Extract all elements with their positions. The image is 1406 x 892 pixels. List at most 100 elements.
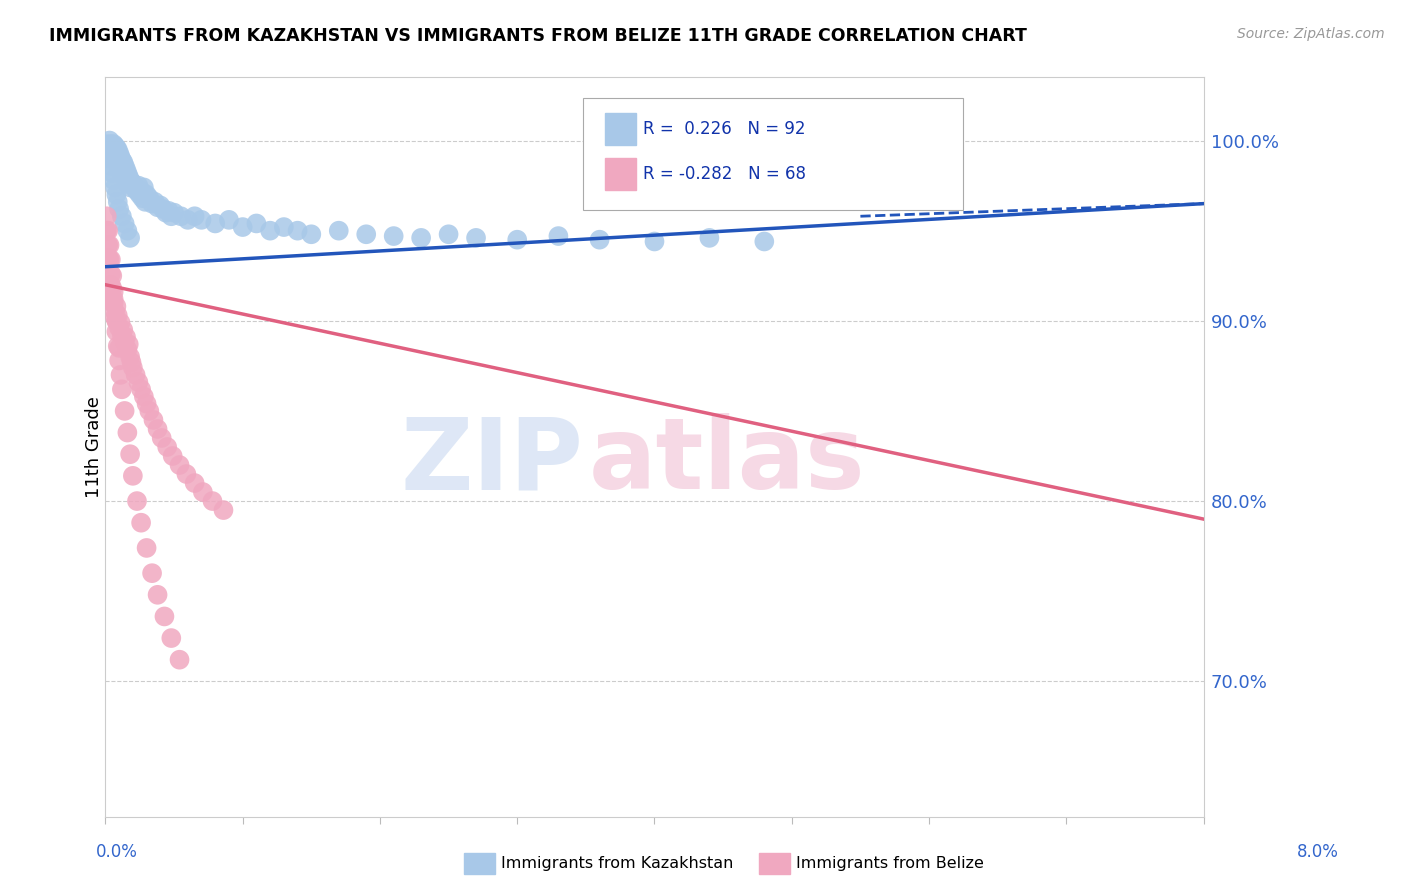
- Point: [212, 503, 235, 517]
- Point: [124, 368, 146, 382]
- Point: [162, 449, 184, 463]
- Point: [114, 217, 136, 231]
- Point: [101, 281, 124, 295]
- Point: [100, 252, 122, 267]
- Point: [120, 447, 142, 461]
- Point: [97, 251, 120, 265]
- Point: [132, 180, 155, 194]
- Point: [273, 220, 295, 235]
- Point: [107, 143, 129, 157]
- Point: [103, 145, 125, 159]
- Point: [547, 229, 569, 244]
- Point: [120, 231, 142, 245]
- Point: [287, 224, 309, 238]
- Text: Source: ZipAtlas.com: Source: ZipAtlas.com: [1237, 27, 1385, 41]
- Point: [183, 476, 205, 491]
- Point: [135, 187, 157, 202]
- Text: Immigrants from Belize: Immigrants from Belize: [796, 856, 984, 871]
- Point: [204, 217, 226, 231]
- Point: [131, 191, 153, 205]
- Point: [135, 397, 157, 411]
- Point: [105, 187, 128, 202]
- Text: IMMIGRANTS FROM KAZAKHSTAN VS IMMIGRANTS FROM BELIZE 11TH GRADE CORRELATION CHAR: IMMIGRANTS FROM KAZAKHSTAN VS IMMIGRANTS…: [49, 27, 1028, 45]
- Point: [111, 328, 134, 343]
- Point: [465, 231, 488, 245]
- Point: [111, 161, 134, 175]
- Point: [125, 494, 148, 508]
- Point: [141, 196, 163, 211]
- Text: R = -0.282   N = 68: R = -0.282 N = 68: [643, 165, 806, 183]
- Point: [107, 309, 129, 323]
- Point: [328, 224, 350, 238]
- Point: [114, 404, 136, 418]
- Point: [157, 203, 180, 218]
- Point: [105, 314, 128, 328]
- Point: [107, 194, 129, 209]
- Point: [118, 169, 141, 184]
- Point: [117, 425, 139, 440]
- Point: [156, 440, 179, 454]
- Point: [112, 166, 135, 180]
- Point: [108, 155, 131, 169]
- Point: [411, 231, 433, 245]
- Point: [110, 368, 132, 382]
- Point: [149, 198, 172, 212]
- Text: R =  0.226   N = 92: R = 0.226 N = 92: [643, 120, 806, 138]
- Point: [112, 155, 135, 169]
- Point: [259, 224, 281, 238]
- Point: [100, 137, 122, 152]
- Point: [107, 152, 129, 166]
- Point: [97, 238, 120, 252]
- Point: [169, 653, 191, 667]
- Point: [644, 235, 666, 249]
- Point: [104, 180, 127, 194]
- Point: [143, 194, 166, 209]
- Point: [122, 178, 145, 193]
- Point: [108, 353, 131, 368]
- Point: [105, 299, 128, 313]
- Point: [108, 202, 131, 216]
- Point: [115, 162, 138, 177]
- Point: [120, 350, 142, 364]
- Point: [110, 316, 132, 330]
- Point: [100, 277, 122, 292]
- Point: [98, 238, 121, 252]
- Point: [98, 252, 121, 267]
- Point: [135, 541, 157, 555]
- Point: [153, 609, 176, 624]
- Point: [146, 588, 169, 602]
- Point: [101, 141, 124, 155]
- Point: [183, 209, 205, 223]
- Point: [138, 404, 160, 418]
- Point: [104, 139, 127, 153]
- Point: [96, 209, 118, 223]
- Point: [110, 150, 132, 164]
- Point: [245, 217, 267, 231]
- Point: [121, 177, 143, 191]
- Point: [127, 375, 149, 389]
- Point: [114, 169, 136, 184]
- Point: [103, 173, 125, 187]
- Point: [111, 382, 134, 396]
- Point: [105, 325, 128, 339]
- Point: [100, 159, 122, 173]
- Point: [97, 224, 120, 238]
- Point: [146, 422, 169, 436]
- Point: [382, 229, 405, 244]
- Point: [97, 145, 120, 159]
- Point: [101, 268, 124, 283]
- Point: [170, 209, 193, 223]
- Point: [117, 224, 139, 238]
- Point: [101, 166, 124, 180]
- Point: [98, 152, 121, 166]
- Point: [146, 200, 169, 214]
- Point: [125, 184, 148, 198]
- Point: [191, 485, 214, 500]
- Text: atlas: atlas: [589, 413, 865, 510]
- Point: [160, 631, 183, 645]
- Point: [506, 233, 529, 247]
- Point: [299, 227, 322, 242]
- Point: [169, 458, 191, 472]
- Point: [108, 162, 131, 177]
- Point: [121, 360, 143, 375]
